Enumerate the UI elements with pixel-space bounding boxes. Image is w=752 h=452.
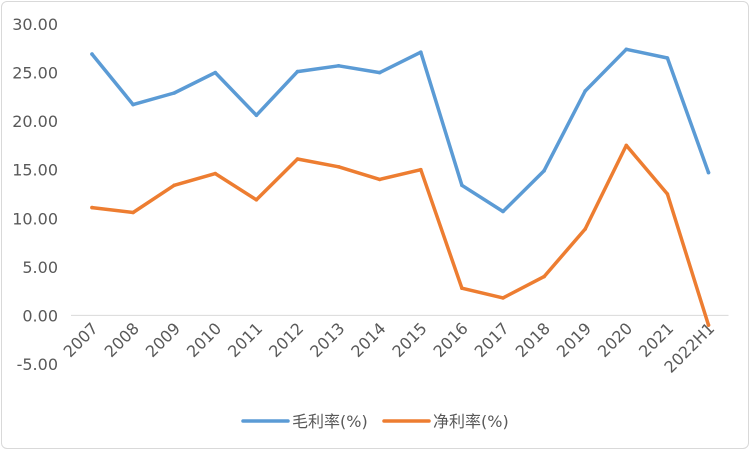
legend-label-1: 毛利率(%) [292, 412, 368, 431]
series-1-point [542, 168, 546, 173]
legend: 毛利率(%) 净利率(%) [241, 412, 509, 431]
x-tick-label: 2007 [60, 319, 102, 361]
series-1-point [501, 209, 505, 214]
y-tick-label: 5.00 [22, 258, 58, 277]
series-1-point [460, 183, 464, 188]
x-tick-label: 2009 [142, 319, 184, 361]
legend-label-2: 净利率(%) [433, 412, 509, 431]
x-tick-label: 2014 [347, 319, 389, 361]
series-2-point [419, 167, 423, 172]
series-2-point [460, 286, 464, 291]
series-1-point [706, 170, 711, 175]
x-tick-label: 2012 [265, 319, 307, 361]
series-2-point [583, 227, 587, 231]
series-2-point [706, 323, 711, 327]
series-1-point [295, 69, 300, 74]
x-tick-label: 2015 [388, 319, 430, 361]
series-1-point [213, 70, 218, 75]
series-1-point [336, 64, 341, 68]
series-1-point [90, 52, 94, 56]
x-tick-label: 2013 [306, 319, 348, 361]
y-tick-label: 15.00 [12, 161, 58, 180]
series-2-point [665, 192, 670, 196]
x-tick-label: 2018 [512, 319, 554, 361]
series-2-point [377, 177, 382, 182]
y-tick-label: 20.00 [12, 112, 58, 131]
series-1-point [665, 56, 670, 60]
y-tick-label: 30.00 [12, 15, 58, 34]
series-1-point [377, 70, 382, 75]
y-tick-label: 10.00 [12, 209, 58, 228]
series-1-point [624, 47, 629, 52]
series-1-point [254, 113, 259, 118]
x-tick-label: 2019 [553, 319, 595, 361]
series-1-point [419, 50, 423, 54]
series-1-point [583, 89, 587, 93]
x-tick-label: 2017 [471, 319, 513, 361]
x-tick-label: 2010 [183, 319, 225, 361]
x-tick-label: 2011 [224, 319, 266, 361]
x-tick-label: 2020 [594, 319, 636, 361]
y-tick-label: -5.00 [17, 355, 58, 374]
x-tick-label: 2016 [430, 319, 472, 361]
series-2-point [172, 183, 176, 188]
y-tick-label: 0.00 [22, 306, 58, 325]
y-tick-label: 25.00 [12, 64, 58, 83]
series-2-point [295, 157, 300, 161]
series-2-point [542, 274, 546, 279]
series-1-point [131, 102, 135, 107]
y-axis: 30.00 25.00 20.00 15.00 10.00 5.00 0.00 -5.00 [12, 15, 58, 374]
series-2-point [213, 171, 218, 176]
series-2-point [501, 296, 505, 300]
series-2-point [131, 210, 135, 215]
series-1-point [172, 91, 176, 95]
series-line-2 [90, 143, 711, 327]
series-group [90, 47, 711, 327]
x-tick-label: 2008 [101, 319, 143, 361]
series-2-point [254, 198, 259, 202]
x-axis: 2007200820092010201120122013201420152016… [60, 319, 719, 377]
series-line-1 [90, 47, 711, 214]
series-2-point [90, 205, 94, 210]
series-2-point [624, 143, 629, 148]
series-2-point [336, 165, 341, 169]
